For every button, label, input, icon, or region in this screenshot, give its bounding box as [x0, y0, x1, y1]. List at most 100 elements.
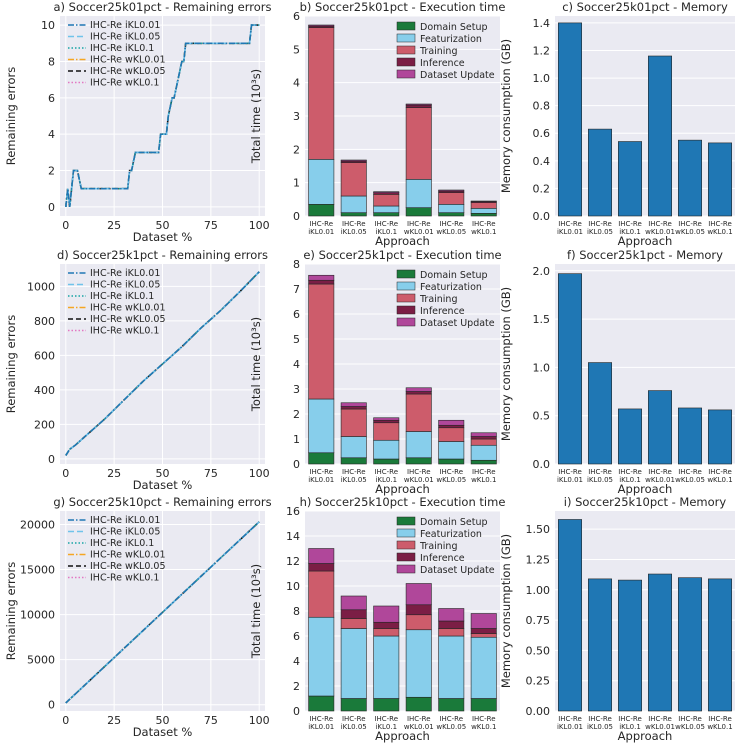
- bar-segment: [373, 458, 400, 465]
- y-tick-label: 0.25: [526, 675, 551, 688]
- legend-swatch: [396, 552, 416, 562]
- category-label-line: IHC-Re: [472, 220, 496, 228]
- category-label-line: wKL0.01: [404, 228, 434, 236]
- bar-segment: [308, 616, 335, 697]
- category-label-line: iKL0.1: [375, 723, 397, 731]
- bar-segment: [470, 613, 497, 629]
- x-tick-label: 100: [249, 219, 270, 232]
- bar: [647, 55, 672, 217]
- x-tick-label: 75: [204, 714, 218, 727]
- category-label-line: iKL0.01: [557, 723, 583, 731]
- category-label-line: iKL0.1: [619, 228, 641, 236]
- category-label-line: wKL0.1: [707, 723, 732, 731]
- y-axis-label: Memory consumption (GB): [499, 534, 513, 688]
- bar: [617, 579, 642, 712]
- legend-label: IHC-Re iKL0.1: [90, 43, 154, 54]
- bar-segment: [308, 570, 335, 618]
- bar: [647, 390, 672, 465]
- bar-segment: [438, 427, 465, 442]
- series-line: [65, 24, 260, 207]
- bar: [647, 573, 672, 712]
- chart-title: a) Soccer25k01pct - Remaining errors: [53, 0, 271, 14]
- bar: [707, 409, 732, 465]
- bar-segment: [405, 104, 432, 108]
- bar: [707, 142, 732, 217]
- category-label-line: wKL0.1: [707, 476, 732, 484]
- bar-segment: [373, 417, 400, 421]
- category-label-line: IHC-Re: [588, 715, 612, 723]
- y-tick-label: 3: [293, 383, 300, 396]
- y-tick-label: 6: [293, 630, 300, 643]
- bar-segment: [405, 207, 432, 217]
- category-label-line: iKL0.05: [587, 476, 613, 484]
- bar: [677, 407, 702, 465]
- category-label-line: IHC-Re: [678, 715, 702, 723]
- x-tick-label: 50: [156, 714, 170, 727]
- category-label: IHC-Re iKL0.01: [308, 220, 334, 236]
- x-tick-label: 0: [62, 219, 69, 232]
- bar-segment: [405, 107, 432, 180]
- chart-title: g) Soccer25k10pct - Remaining errors: [53, 495, 271, 509]
- category-label-line: IHC-Re: [472, 715, 496, 723]
- legend-swatch: [396, 281, 416, 291]
- category-label-line: IHC-Re: [342, 715, 366, 723]
- bar-segment: [405, 179, 432, 208]
- bar-segment: [438, 620, 465, 629]
- category-label-line: IHC-Re: [588, 220, 612, 228]
- category-label-line: IHC-Re: [439, 715, 463, 723]
- y-tick-label: 7: [293, 283, 300, 296]
- legend-label: Training: [419, 294, 458, 305]
- category-label: IHC-Re wKL0.01: [404, 220, 434, 236]
- bar-segment: [470, 459, 497, 465]
- y-tick-label: 5: [293, 333, 300, 346]
- x-axis-label: Dataset %: [133, 230, 193, 244]
- category-label-line: IHC-Re: [309, 715, 333, 723]
- category-label-line: wKL0.05: [675, 476, 705, 484]
- y-tick-label: 6: [48, 92, 55, 105]
- category-label: IHC-Re iKL0.05: [587, 220, 613, 236]
- legend-swatch: [396, 564, 416, 574]
- x-tick-label: 25: [107, 467, 121, 480]
- y-tick-label: 5000: [27, 654, 55, 667]
- bar-segment: [340, 162, 367, 197]
- x-tick-label: 0: [62, 714, 69, 727]
- y-tick-label: 0: [293, 458, 300, 471]
- y-tick-label: 0.6: [533, 127, 551, 140]
- bar-segment: [340, 436, 367, 459]
- y-tick-label: 2: [293, 143, 300, 156]
- x-axis-label: Approach: [618, 729, 673, 743]
- bar-segment: [470, 436, 497, 440]
- legend-label: Inference: [420, 58, 465, 69]
- y-tick-label: 16: [286, 505, 300, 518]
- legend-label: Inference: [420, 306, 465, 317]
- bar-segment: [340, 406, 367, 410]
- bar-segment: [373, 439, 400, 460]
- category-label-line: IHC-Re: [374, 220, 398, 228]
- y-tick-label: 0.0: [533, 458, 551, 471]
- legend-label: IHC-Re iKL0.01: [90, 515, 160, 526]
- y-tick-label: 10000: [20, 609, 55, 622]
- category-label-line: IHC-Re: [374, 468, 398, 476]
- category-label-line: IHC-Re: [374, 715, 398, 723]
- bar-segment: [373, 205, 400, 213]
- category-label-line: wKL0.05: [675, 228, 705, 236]
- category-label-line: IHC-Re: [309, 468, 333, 476]
- category-label: IHC-Re wKL0.05: [436, 715, 466, 731]
- category-label-line: iKL0.05: [341, 723, 367, 731]
- category-label: IHC-Re iKL0.01: [308, 468, 334, 484]
- y-tick-label: 4: [48, 128, 55, 141]
- bar-segment: [308, 563, 335, 572]
- legend-label: Inference: [420, 553, 465, 564]
- legend-label: Training: [419, 46, 458, 57]
- y-tick-label: 1.50: [526, 523, 551, 536]
- x-axis-label: Approach: [618, 234, 673, 248]
- y-tick-label: 0.00: [526, 705, 551, 718]
- bar-segment: [405, 387, 432, 392]
- bar-segment: [340, 408, 367, 437]
- bar-segment: [438, 419, 465, 426]
- bar-segment: [340, 628, 367, 699]
- x-tick-label: 25: [107, 714, 121, 727]
- category-label: IHC-Re wKL0.01: [645, 220, 675, 236]
- legend-label: Dataset Update: [420, 70, 495, 81]
- bar-segment: [373, 419, 400, 424]
